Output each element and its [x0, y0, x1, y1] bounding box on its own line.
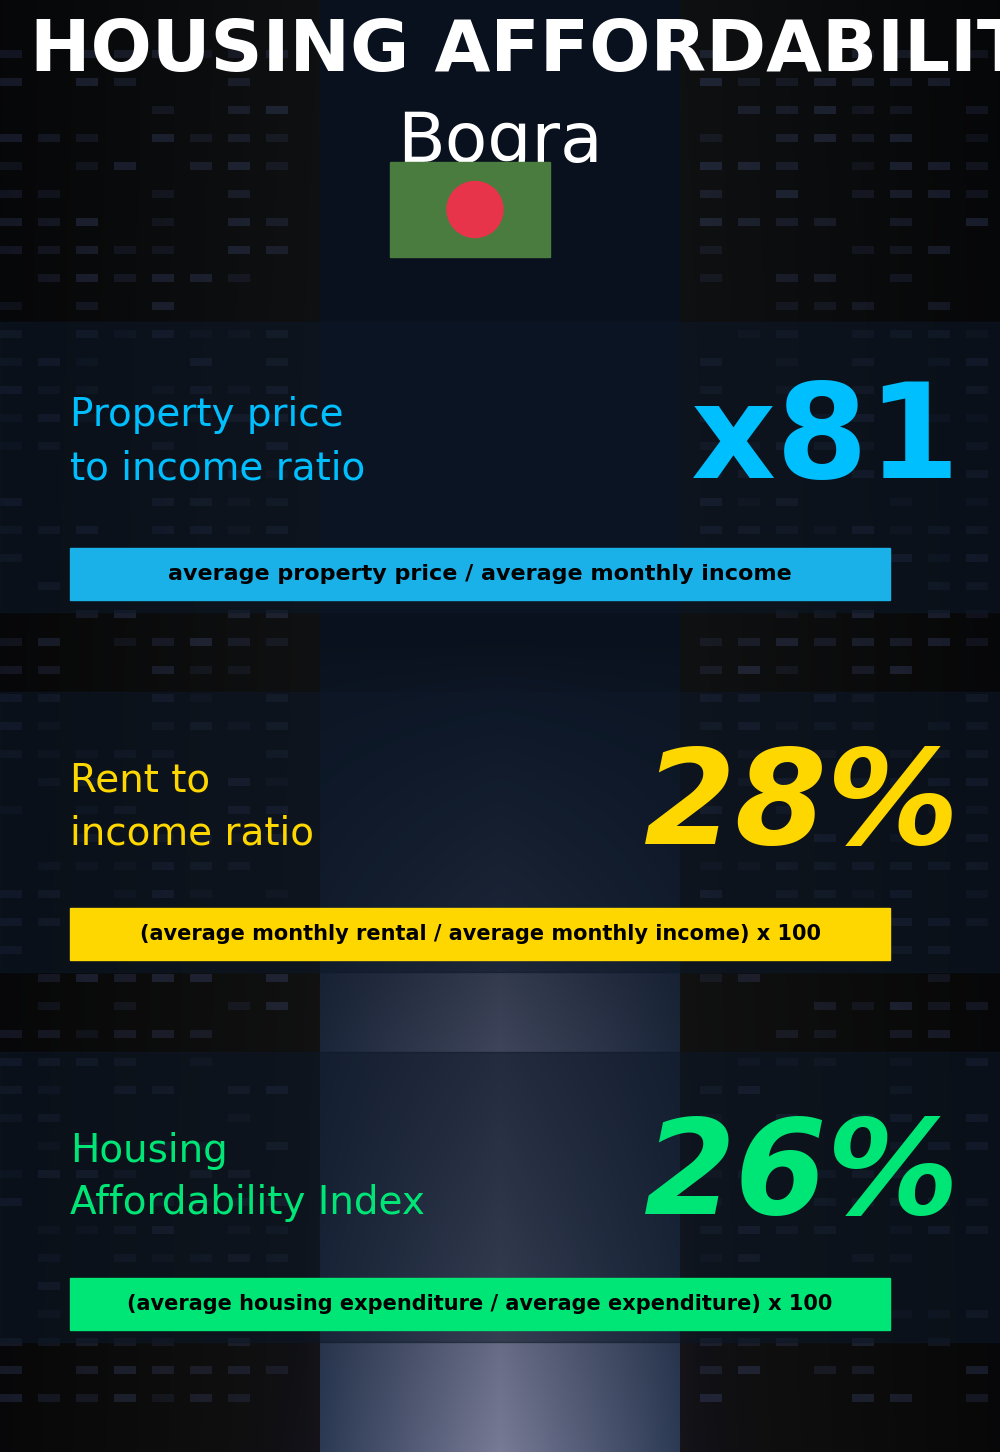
Text: Rent to
income ratio: Rent to income ratio	[70, 761, 314, 852]
Bar	[70, 1278, 890, 1330]
Bar	[70, 547, 890, 600]
Text: x81: x81	[691, 379, 960, 505]
Text: Bogra: Bogra	[397, 109, 603, 176]
Bar	[0, 322, 1000, 611]
Bar	[0, 693, 1000, 971]
Circle shape	[447, 182, 503, 238]
Text: (average monthly rental / average monthly income) x 100: (average monthly rental / average monthl…	[140, 923, 820, 944]
Text: average property price / average monthly income: average property price / average monthly…	[168, 563, 792, 584]
Bar	[0, 1053, 1000, 1342]
Bar	[390, 163, 550, 257]
Text: Property price
to income ratio: Property price to income ratio	[70, 396, 365, 488]
Text: Housing
Affordability Index: Housing Affordability Index	[70, 1131, 425, 1223]
Text: 28%: 28%	[644, 743, 960, 871]
Bar	[70, 908, 890, 960]
Text: (average housing expenditure / average expenditure) x 100: (average housing expenditure / average e…	[127, 1294, 833, 1314]
Text: 26%: 26%	[644, 1114, 960, 1240]
Text: HOUSING AFFORDABILITY: HOUSING AFFORDABILITY	[30, 17, 1000, 87]
